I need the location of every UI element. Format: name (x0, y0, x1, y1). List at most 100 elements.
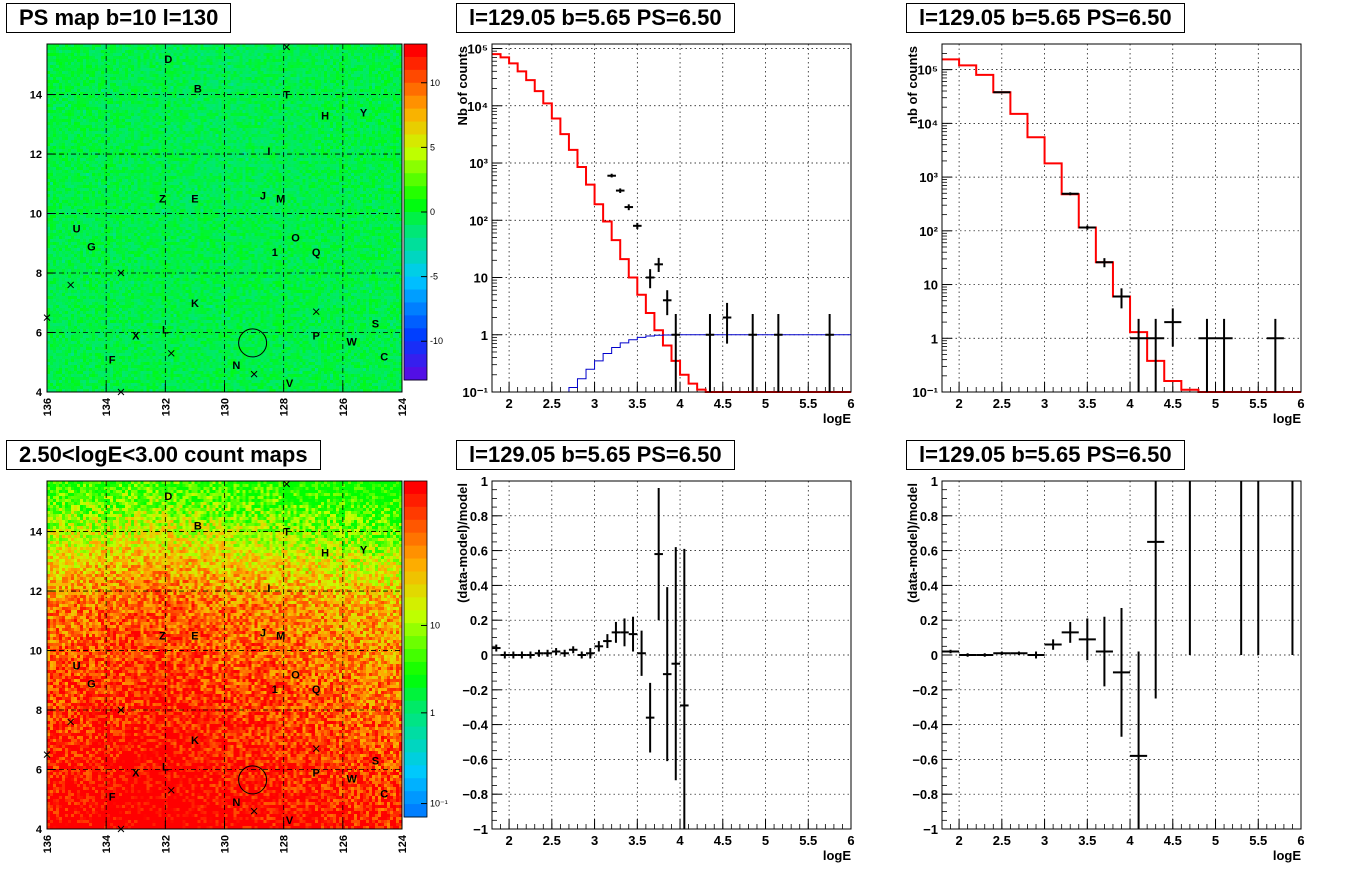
x-tick-label: 2.5 (543, 396, 561, 411)
map-y-tick-label: 10 (30, 646, 42, 658)
y-axis-label: Nb of counts (455, 46, 470, 125)
residual-point (534, 649, 544, 657)
colorbar-cell (404, 765, 427, 779)
y-tick-label: −0.6 (462, 752, 488, 767)
residual-point (993, 651, 1011, 655)
source-label: T (283, 527, 290, 539)
residual-point (509, 651, 518, 659)
data-point (662, 290, 672, 316)
source-label: N (232, 360, 240, 372)
x-tick-label: 2.5 (543, 833, 561, 848)
map-y-tick-label: 12 (30, 586, 42, 598)
x-tick-label: 5.5 (1249, 833, 1267, 848)
y-tick-label: 0.8 (470, 509, 488, 524)
source-label: 1 (272, 684, 278, 696)
residual-point (1027, 651, 1045, 659)
map-x-tick-label: 132 (160, 398, 172, 416)
source-label: S (372, 319, 379, 331)
map-x-tick-label: 124 (397, 397, 409, 416)
source-label: F (109, 354, 116, 366)
residual-point (1147, 481, 1165, 699)
colorbar-cell (404, 481, 427, 495)
source-label: V (286, 378, 294, 390)
source-label: O (291, 232, 300, 244)
data-point (1078, 225, 1096, 230)
plot-frame (941, 43, 1302, 393)
colorbar-cell (404, 302, 427, 316)
colorbar-tick-label: -5 (430, 272, 438, 282)
source-label: J (260, 628, 266, 640)
colorbar-cell (404, 519, 427, 534)
spectrum-coarse-chart: 2 2.5 3 3.5 4 4.5 5 5.5 6 10⁻¹ 1 10 10² 10³ 10⁴ 10⁵ logE… (905, 43, 1305, 426)
x-tick-label: 6 (847, 396, 854, 411)
residual-point (1010, 651, 1028, 655)
x-tick-label: 3 (591, 833, 598, 848)
x-tick-label: 2 (955, 833, 962, 848)
spectrum-coarse-title: l=129.05 b=5.65 PS=6.50 (906, 3, 1185, 33)
map-y-tick-label: 4 (36, 387, 43, 399)
data-point (671, 314, 681, 392)
map-y-tick-label: 12 (30, 149, 42, 161)
x-axis-label: logE (1273, 848, 1301, 863)
source-label: X (132, 767, 140, 779)
y-tick-label: 0.2 (920, 613, 938, 628)
x-tick-label: 3.5 (1078, 396, 1096, 411)
colorbar-cell (404, 532, 427, 547)
colorbar-cell (404, 804, 427, 818)
residual-point (492, 644, 501, 652)
y-tick-label: 1 (931, 474, 938, 489)
y-tick-label: 0.6 (470, 544, 488, 559)
x-tick-label: 4.5 (714, 396, 732, 411)
source-cross (117, 388, 125, 396)
y-tick-label: −0.4 (462, 718, 488, 733)
source-cross (67, 281, 75, 289)
source-cross (283, 480, 290, 488)
data-point (1198, 318, 1216, 392)
residual-point (942, 649, 960, 654)
colorbar-tick-label: 1 (430, 708, 435, 718)
colorbar-tick-label: 10 (430, 620, 440, 630)
colorbar-tick-label: 10⁻¹ (430, 799, 448, 809)
colorbar-cell (404, 584, 427, 598)
residual-point (603, 634, 612, 649)
residual-point (1078, 618, 1096, 661)
source-label: F (109, 791, 116, 803)
colorbar-cell (404, 263, 427, 278)
residual-point (671, 547, 681, 781)
residual-point (560, 649, 569, 657)
x-axis-label: logE (823, 411, 851, 426)
colorbar-cell (404, 791, 427, 805)
map-x-tick-label: 130 (220, 398, 232, 416)
data-point (654, 257, 663, 272)
map-x-tick-label: 134 (101, 834, 113, 853)
residual-point (1095, 616, 1113, 687)
data-point (1061, 192, 1079, 196)
map-y-tick-label: 6 (36, 765, 42, 777)
colorbar-cell (404, 328, 427, 342)
x-tick-label: 4.5 (1164, 833, 1182, 848)
source-label: 1 (272, 247, 278, 259)
source-cross (117, 825, 125, 833)
residual-point (577, 651, 587, 659)
data-point (774, 314, 783, 392)
source-label: U (73, 660, 81, 672)
x-tick-label: 5 (762, 396, 769, 411)
y-tick-label: 10 (924, 278, 938, 293)
colorbar-cell (404, 250, 427, 265)
residual-point (645, 682, 655, 753)
residual-point (628, 616, 638, 652)
source-label: K (191, 298, 199, 310)
source-label: P (313, 767, 320, 779)
x-tick-label: 2 (505, 833, 512, 848)
data-point (607, 173, 616, 178)
source-label: D (164, 491, 172, 503)
source-label: P (313, 330, 320, 342)
colorbar-cell (404, 713, 427, 728)
x-tick-label: 2.5 (993, 833, 1011, 848)
source-label: N (232, 797, 240, 809)
y-tick-label: 0.4 (470, 578, 489, 593)
y-tick-label: −0.2 (912, 683, 938, 698)
ps-map-title: PS map b=10 l=130 (6, 3, 232, 33)
colorbar-tick-label: 0 (430, 207, 435, 217)
